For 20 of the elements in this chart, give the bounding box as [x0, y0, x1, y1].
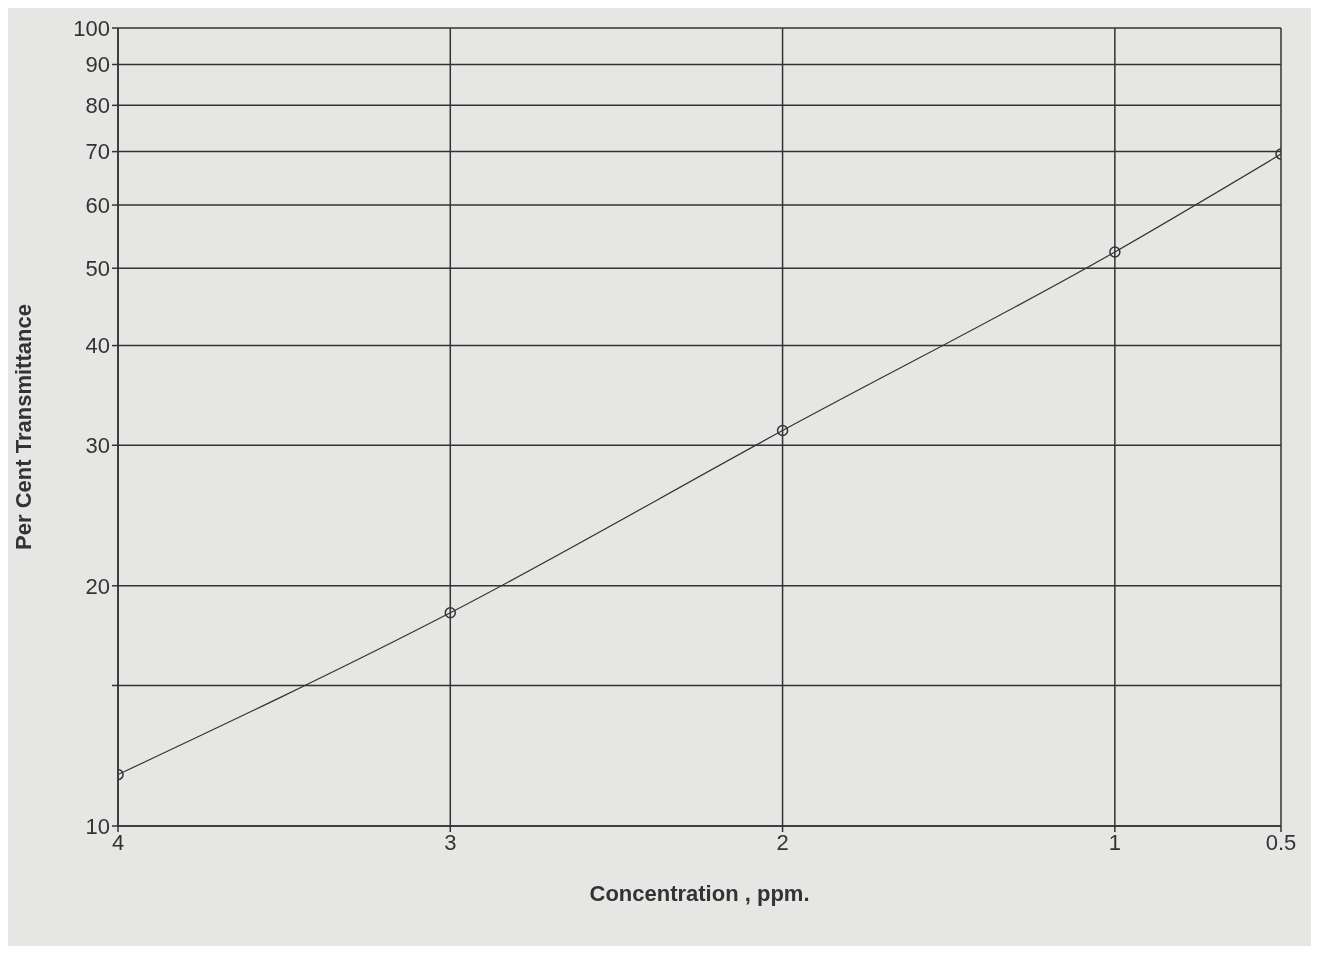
- y-tick-label: 90: [85, 52, 110, 78]
- point: [1109, 246, 1121, 258]
- x-tick-label: 2: [776, 829, 789, 855]
- x-tick-label: 1: [1108, 829, 1121, 855]
- x-tick-label: 3: [444, 829, 457, 855]
- y-axis-title: Per Cent Transmittance: [10, 304, 36, 550]
- y-tick-label: 80: [85, 93, 110, 119]
- x-tick-label: 4: [111, 829, 125, 855]
- x-tick-label: 0.5: [1265, 829, 1297, 855]
- y-tick-label: 60: [85, 192, 110, 218]
- y-tick-label: 30: [85, 433, 110, 459]
- y-tick-label: 50: [85, 256, 110, 282]
- point: [444, 607, 457, 619]
- y-tick-label: 70: [85, 139, 110, 165]
- x-axis-title: Concentration , ppm.: [589, 881, 810, 906]
- y-tick-label: 100: [73, 15, 110, 41]
- y-tick-label: 40: [85, 333, 110, 359]
- y-tick-label: 10: [85, 813, 110, 839]
- y-tick-label: 20: [85, 573, 110, 599]
- point: [776, 424, 789, 437]
